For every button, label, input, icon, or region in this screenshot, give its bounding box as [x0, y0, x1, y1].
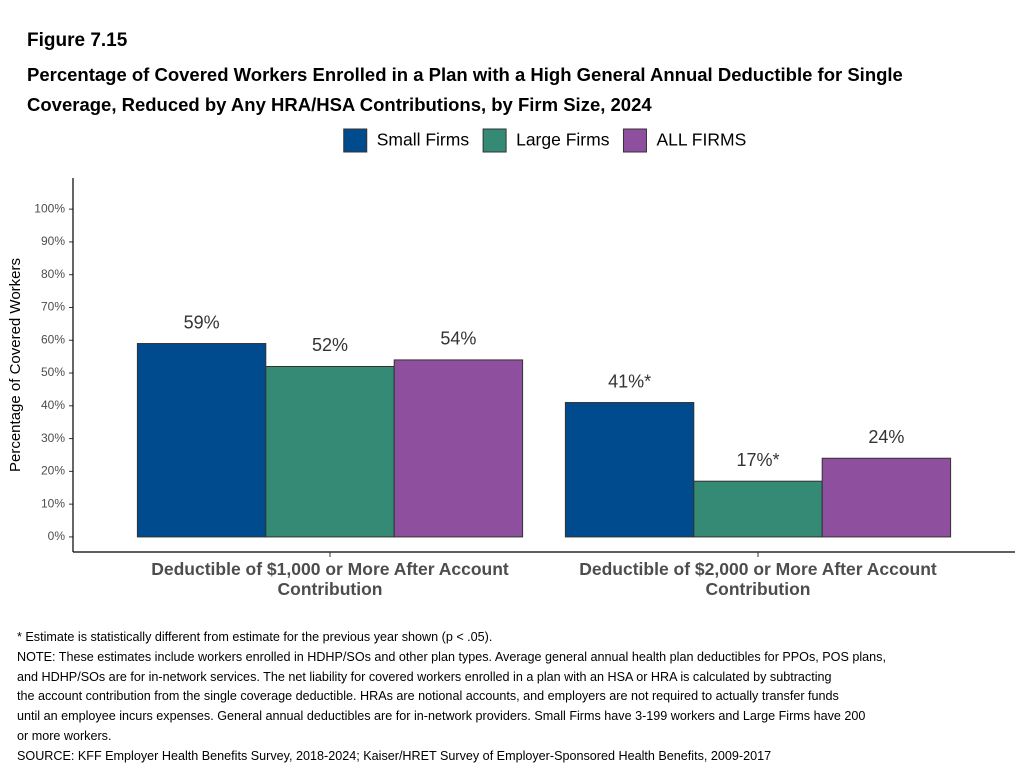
- x-tick-label: Deductible of $1,000 or More After Accou…: [151, 559, 509, 599]
- footnote: the account contribution from the single…: [17, 689, 839, 704]
- legend-swatch: [343, 128, 368, 153]
- y-tick-label: 20%: [41, 464, 65, 478]
- y-tick-label: 50%: [41, 365, 65, 379]
- footnote: SOURCE: KFF Employer Health Benefits Sur…: [17, 748, 772, 763]
- y-tick-label: 40%: [41, 398, 65, 412]
- bar: [821, 457, 952, 538]
- legend-swatch: [622, 128, 647, 153]
- legend-swatch: [482, 128, 507, 153]
- x-tick-label: Deductible of $2,000 or More After Accou…: [579, 559, 937, 599]
- footnote: until an employee incurs expenses. Gener…: [17, 709, 866, 724]
- value-label: 17%*: [736, 450, 779, 470]
- legend-label: Large Firms: [516, 130, 610, 150]
- y-tick-label: 10%: [41, 496, 65, 510]
- y-tick-label: 70%: [41, 300, 65, 314]
- footnote: * Estimate is statistically different fr…: [17, 630, 493, 644]
- bar: [693, 480, 823, 538]
- value-label: 24%: [868, 427, 904, 447]
- figure-label: Figure 7.15: [27, 30, 128, 51]
- y-axis-label: Percentage of Covered Workers: [7, 258, 24, 472]
- y-tick-label: 80%: [41, 267, 65, 281]
- bar: [265, 365, 395, 538]
- value-label: 59%: [184, 312, 220, 332]
- y-tick-label: 60%: [41, 332, 65, 346]
- y-tick-label: 90%: [41, 234, 65, 248]
- legend-label: ALL FIRMS: [656, 130, 746, 150]
- y-tick-label: 100%: [34, 201, 65, 215]
- footnote: and HDHP/SOs are for in-network services…: [17, 669, 832, 684]
- value-label: 41%*: [608, 371, 651, 391]
- y-tick-label: 0%: [48, 529, 66, 543]
- chart-title: Percentage of Covered Workers Enrolled i…: [27, 64, 903, 115]
- value-label: 52%: [312, 335, 348, 355]
- y-tick-label: 30%: [41, 431, 65, 445]
- footnote: NOTE: These estimates include workers en…: [17, 649, 886, 664]
- bar: [564, 402, 695, 538]
- legend-label: Small Firms: [377, 130, 470, 150]
- bar: [393, 359, 524, 538]
- value-label: 54%: [440, 329, 476, 349]
- footnote: or more workers.: [17, 729, 112, 743]
- bar: [136, 343, 267, 538]
